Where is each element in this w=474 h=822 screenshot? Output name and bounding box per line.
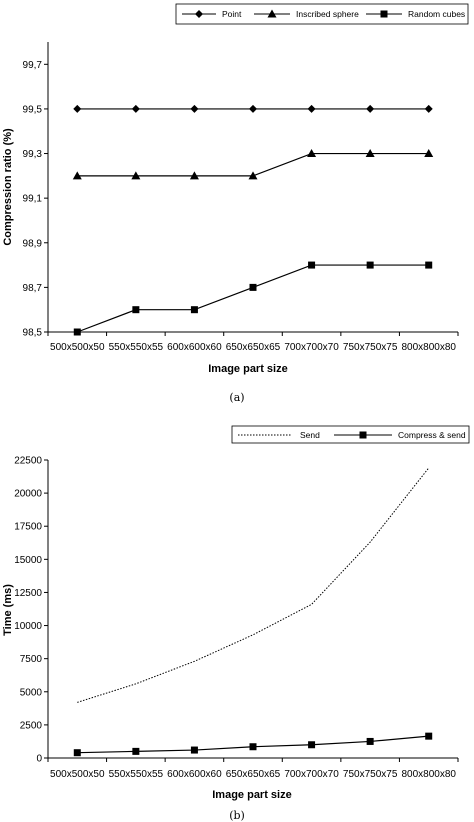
- chart-b-legend: Send Compress & send: [238, 430, 466, 440]
- y-tick-label: 99,7: [23, 60, 43, 71]
- legend-label-random-cubes: Random cubes: [408, 9, 465, 19]
- y-tick-label: 98,7: [23, 283, 43, 294]
- data-point-random-cubes: [308, 261, 316, 269]
- legend-marker-random-cubes: [380, 10, 388, 18]
- data-point-point: [190, 104, 199, 113]
- x-tick-label: 600x600x60: [167, 342, 222, 353]
- legend-label-send: Send: [300, 430, 320, 440]
- x-tick-label: 500x500x50: [50, 769, 105, 780]
- y-tick-label: 99,1: [23, 194, 43, 205]
- x-tick-label: 800x800x80: [401, 769, 456, 780]
- y-tick-label: 2500: [20, 720, 43, 731]
- chart-a-series: [72, 104, 434, 336]
- x-tick-label: 750x750x75: [343, 769, 398, 780]
- chart-a-xlabel: Image part size: [208, 363, 287, 375]
- data-point-inscribed-sphere: [131, 171, 141, 180]
- y-tick-label: 7500: [20, 654, 43, 665]
- chart-a-legend-box: [175, 3, 469, 25]
- series-line-send: [77, 467, 430, 703]
- data-point-random-cubes: [366, 261, 374, 269]
- y-tick-label: 17500: [14, 522, 42, 533]
- data-point-compress-send: [73, 749, 81, 757]
- x-tick-label: 650x650x65: [226, 769, 281, 780]
- data-point-random-cubes: [73, 328, 81, 336]
- data-point-random-cubes: [132, 306, 140, 314]
- data-point-inscribed-sphere: [424, 149, 434, 158]
- data-point-compress-send: [132, 747, 140, 755]
- chart-b-series: [73, 467, 433, 757]
- y-tick-label: 15000: [14, 555, 42, 566]
- data-point-inscribed-sphere: [307, 149, 317, 158]
- data-point-compress-send: [249, 743, 257, 751]
- legend-marker-compress-send: [359, 431, 367, 439]
- x-tick-label: 600x600x60: [167, 769, 222, 780]
- data-point-random-cubes: [190, 306, 198, 314]
- data-point-inscribed-sphere: [189, 171, 199, 180]
- chart-b-y-ticks: 0 2500 5000 7500 10000 12500 15000 17500 20000 22…: [14, 456, 48, 765]
- data-point-compress-send: [308, 741, 316, 749]
- data-point-inscribed-sphere: [72, 171, 82, 180]
- series-line-random-cubes: [77, 264, 429, 333]
- x-tick-label: 550x550x55: [109, 342, 164, 353]
- legend-label-point: Point: [222, 9, 242, 19]
- x-tick-label: 700x700x70: [284, 342, 339, 353]
- legend-label-inscribed-sphere: Inscribed sphere: [296, 9, 359, 19]
- x-tick-label: 750x750x75: [343, 342, 398, 353]
- data-point-point: [307, 104, 316, 113]
- chart-a-ylabel: Compression ratio (%): [2, 128, 14, 246]
- y-tick-label: 22500: [14, 456, 42, 467]
- y-tick-label: 99,5: [23, 104, 43, 115]
- chart-a-legend: Point Inscribed sphere Random cubes: [182, 9, 465, 19]
- y-tick-label: 0: [36, 754, 42, 765]
- data-point-compress-send: [425, 732, 433, 740]
- y-tick-label: 99,3: [23, 149, 43, 160]
- y-tick-label: 98,9: [23, 238, 43, 249]
- x-tick-label: 800x800x80: [401, 342, 456, 353]
- data-point-inscribed-sphere: [365, 149, 375, 158]
- y-tick-label: 98,5: [23, 328, 43, 339]
- data-point-random-cubes: [425, 261, 433, 269]
- data-point-compress-send: [366, 737, 374, 745]
- legend-label-compress-send: Compress & send: [398, 430, 466, 440]
- y-tick-label: 5000: [20, 687, 43, 698]
- data-point-point: [131, 104, 140, 113]
- chart-b: Send Compress & send 0 2500 5000 7500 10000 12…: [2, 425, 470, 822]
- x-tick-label: 650x650x65: [226, 342, 281, 353]
- chart-a-x-ticks: 500x500x50 550x550x55 600x600x60 650x650x65…: [47, 332, 459, 353]
- chart-a: Point Inscribed sphere Random cubes 98,598…: [2, 3, 469, 404]
- chart-b-xlabel: Image part size: [212, 789, 291, 801]
- data-point-point: [249, 104, 257, 113]
- chart-b-caption: (b): [229, 809, 245, 822]
- y-tick-label: 10000: [14, 621, 42, 632]
- legend-marker-point: [195, 10, 203, 18]
- data-point-compress-send: [190, 746, 198, 754]
- y-tick-label: 12500: [14, 588, 42, 599]
- x-tick-label: 550x550x55: [109, 769, 164, 780]
- data-point-point: [424, 104, 433, 113]
- x-tick-label: 700x700x70: [284, 769, 339, 780]
- data-point-inscribed-sphere: [248, 171, 258, 180]
- x-tick-label: 500x500x50: [50, 342, 105, 353]
- data-point-point: [73, 104, 82, 113]
- chart-a-y-ticks: 98,5 98,7 98,9 99,1 99,3 99,5 99,7: [23, 60, 48, 339]
- chart-b-x-ticks: 500x500x50 550x550x55 600x600x60 650x650x65…: [47, 758, 459, 780]
- legend-marker-inscribed-sphere: [267, 9, 277, 18]
- chart-b-ylabel: Time (ms): [2, 584, 14, 636]
- data-point-point: [366, 104, 375, 113]
- y-tick-label: 20000: [14, 489, 42, 500]
- chart-a-caption: (a): [229, 391, 244, 404]
- data-point-random-cubes: [249, 283, 257, 291]
